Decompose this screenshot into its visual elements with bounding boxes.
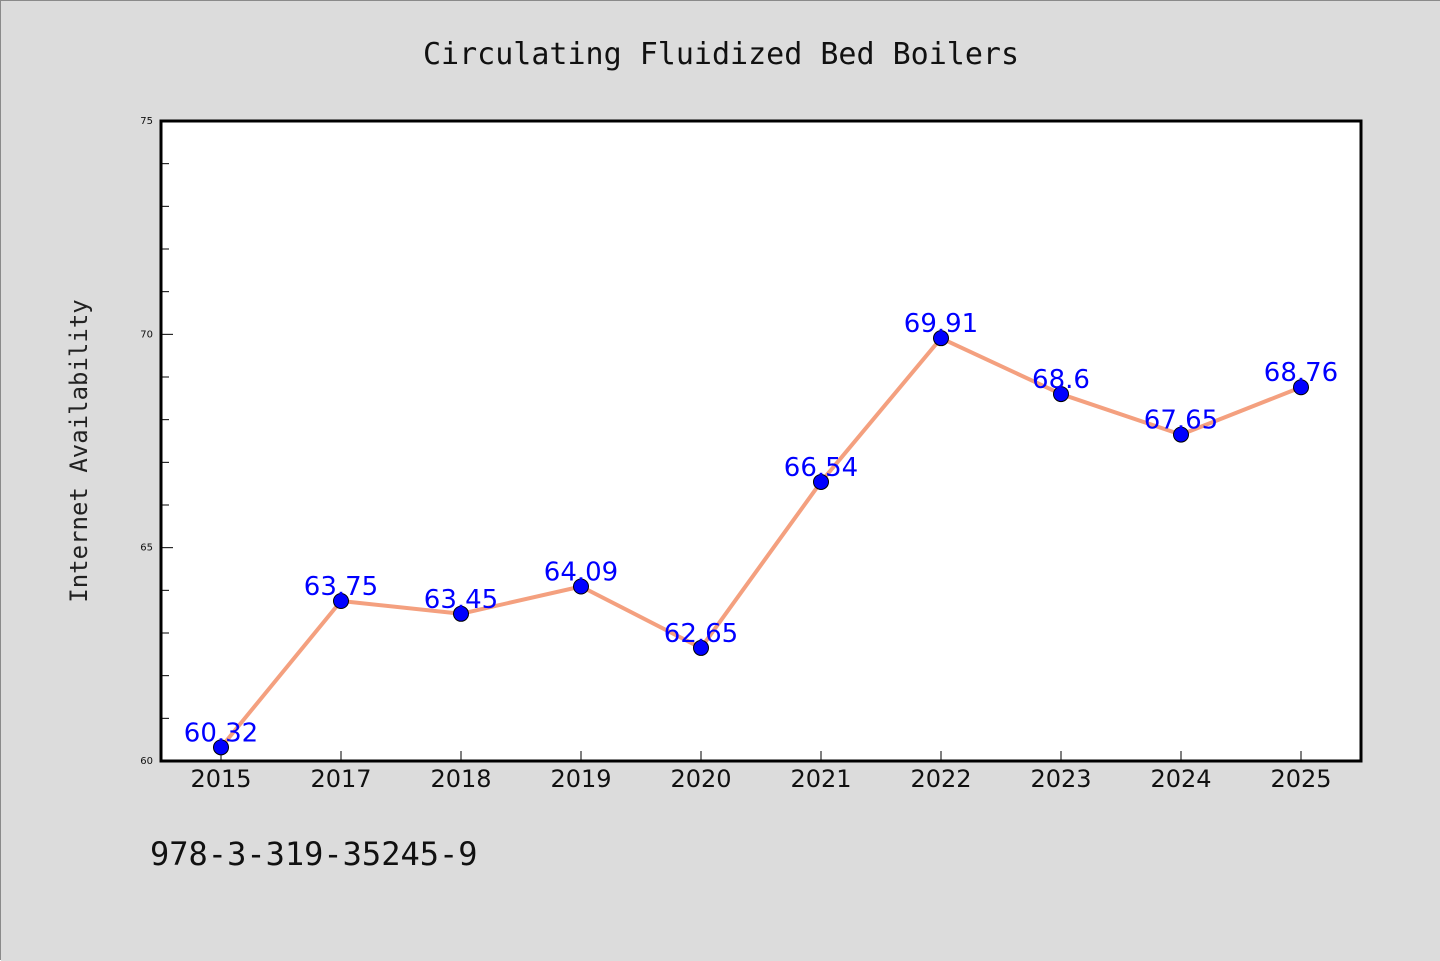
data-label: 67.65 <box>1144 406 1218 436</box>
x-tick-label: 2015 <box>190 765 251 793</box>
data-point-marker <box>333 593 349 609</box>
data-label: 66.54 <box>784 453 858 483</box>
x-tick-label: 2017 <box>310 765 371 793</box>
data-label: 62.65 <box>664 619 738 649</box>
y-tick-label: 65 <box>140 543 153 554</box>
x-tick-label: 2025 <box>1270 765 1331 793</box>
data-label: 63.75 <box>304 572 378 602</box>
series-line <box>219 336 1303 750</box>
x-tick-label: 2024 <box>1150 765 1211 793</box>
series-line-group: 60.32 63.75 63.45 64.09 62.65 66.54 69.91 68.6 6… <box>184 309 1338 756</box>
x-tick-label: 2022 <box>910 765 971 793</box>
x-tick-label: 2023 <box>1030 765 1091 793</box>
data-point-marker <box>213 739 229 756</box>
data-label: 64.09 <box>544 557 618 587</box>
data-point-marker <box>1173 426 1189 443</box>
plot-frame <box>159 119 1363 763</box>
y-tick-label: 70 <box>140 329 153 340</box>
data-point-marker <box>573 578 589 595</box>
chart-title: Circulating Fluidized Bed Boilers <box>423 37 1019 72</box>
plot-area <box>161 121 1361 761</box>
data-label: 60.32 <box>184 718 258 748</box>
data-label: 68.76 <box>1264 358 1338 388</box>
x-tick-label: 2018 <box>430 765 491 793</box>
data-point-marker <box>1293 379 1309 396</box>
data-label: 69.91 <box>904 309 978 339</box>
x-tick-label: 2020 <box>670 765 731 793</box>
y-tick-label: 75 <box>140 116 153 127</box>
data-point-marker <box>453 605 469 622</box>
data-point-marker <box>693 639 709 656</box>
y-axis-label: Internet Availability <box>65 299 93 602</box>
x-axis-ticks: 2015 2017 2018 2019 2020 2021 2022 2023 2024 2025 <box>190 751 1332 793</box>
x-tick-label: 2019 <box>550 765 611 793</box>
data-point-marker <box>933 330 949 347</box>
y-tick-label: 60 <box>140 756 153 767</box>
data-label: 68.6 <box>1032 365 1090 395</box>
data-point-marker <box>813 473 829 490</box>
footer-code-text: 978-3-319-35245-9 <box>150 835 478 873</box>
data-label: 63.45 <box>424 585 498 615</box>
x-tick-label: 2021 <box>790 765 851 793</box>
data-point-marker <box>1053 386 1069 403</box>
